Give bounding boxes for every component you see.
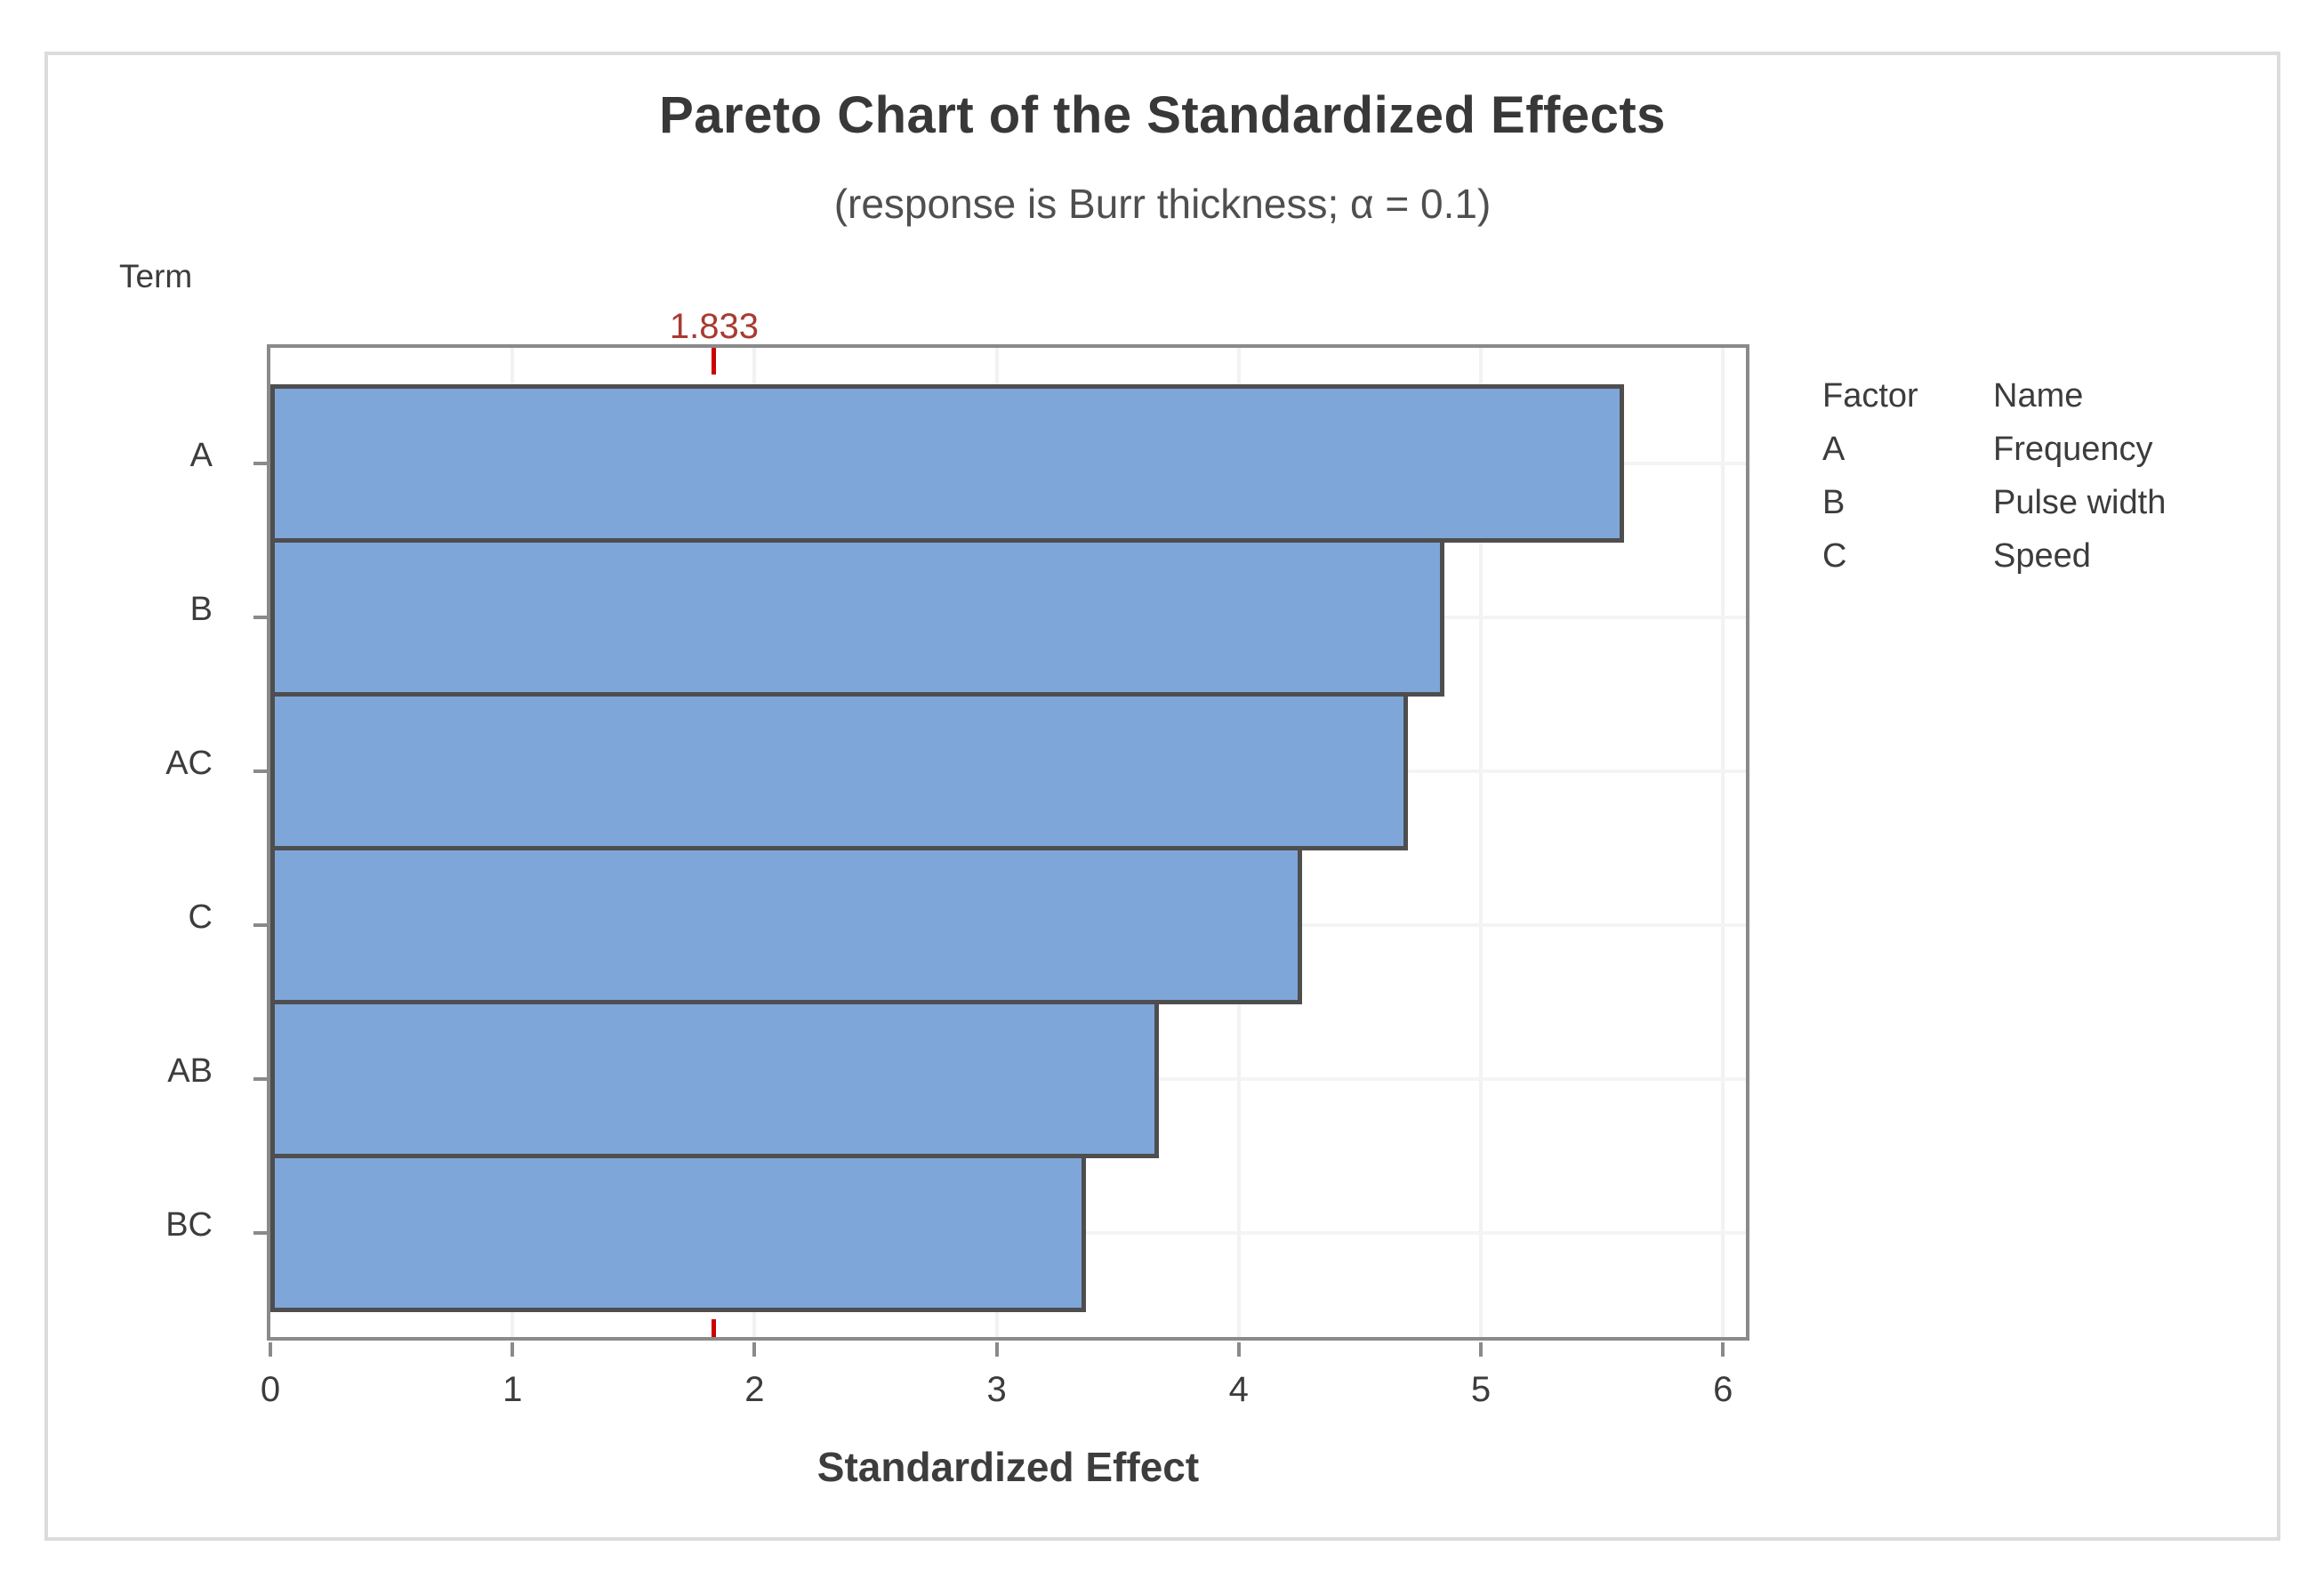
vertical-gridline <box>1479 348 1483 1337</box>
y-axis-title: Term <box>119 258 193 294</box>
chart-title: Pareto Chart of the Standardized Effects <box>659 86 1666 144</box>
x-axis-tick-label: 6 <box>1713 1370 1733 1409</box>
bar-C <box>270 846 1302 1004</box>
term-label-B: B <box>189 591 213 628</box>
term-label-BC: BC <box>165 1206 213 1244</box>
legend-factor-B: B <box>1822 484 1846 521</box>
x-axis-tick <box>511 1342 515 1357</box>
x-axis-tick-label: 2 <box>744 1370 765 1409</box>
x-axis-tick-label: 5 <box>1470 1370 1492 1409</box>
x-axis-tick <box>1236 1342 1241 1357</box>
term-label-AB: AB <box>167 1052 213 1090</box>
x-axis-tick-label: 1 <box>503 1370 523 1409</box>
legend-factor-C: C <box>1822 537 1847 575</box>
bar-AC <box>270 692 1408 850</box>
legend-factor-A: A <box>1822 431 1846 468</box>
legend-name-C: Speed <box>1993 537 2091 575</box>
x-axis-tick <box>1721 1342 1725 1357</box>
legend: Factor Name A Frequency B Pulse width C Speed <box>1822 377 2166 576</box>
y-axis-tick <box>253 462 267 465</box>
x-axis-tick-label: 4 <box>1228 1370 1249 1409</box>
legend-name-B: Pulse width <box>1993 484 2167 521</box>
bar-AB <box>270 1000 1159 1158</box>
x-axis-tick <box>269 1342 272 1357</box>
y-axis-tick <box>253 1231 267 1235</box>
x-axis-tick <box>994 1342 999 1357</box>
y-axis-tick <box>253 616 267 619</box>
y-axis-tick <box>253 1077 267 1081</box>
x-axis-title: Standardized Effect <box>816 1444 1200 1490</box>
reference-line-label: 1.833 <box>669 307 759 346</box>
x-axis-tick-label: 0 <box>260 1370 281 1409</box>
legend-header-name: Name <box>1993 377 2084 415</box>
term-label-AC: AC <box>165 745 213 782</box>
x-axis-tick-label: 3 <box>986 1370 1007 1409</box>
legend-name-A: Frequency <box>1993 431 2153 468</box>
x-axis-tick <box>752 1342 757 1357</box>
figure-panel: Pareto Chart of the Standardized Effects… <box>44 52 2280 1541</box>
vertical-gridline <box>1721 348 1725 1337</box>
bar-B <box>270 538 1444 697</box>
term-label-A: A <box>189 437 213 474</box>
x-axis-tick <box>1479 1342 1483 1357</box>
chart-subtitle: (response is Burr thickness; α = 0.1) <box>833 181 1492 227</box>
bar-BC <box>270 1154 1086 1312</box>
y-axis-tick <box>253 769 267 773</box>
y-axis-tick <box>253 923 267 927</box>
plot-area <box>267 344 1749 1341</box>
legend-header-factor: Factor <box>1822 377 1918 415</box>
bar-A <box>270 384 1624 543</box>
term-label-C: C <box>188 898 213 936</box>
